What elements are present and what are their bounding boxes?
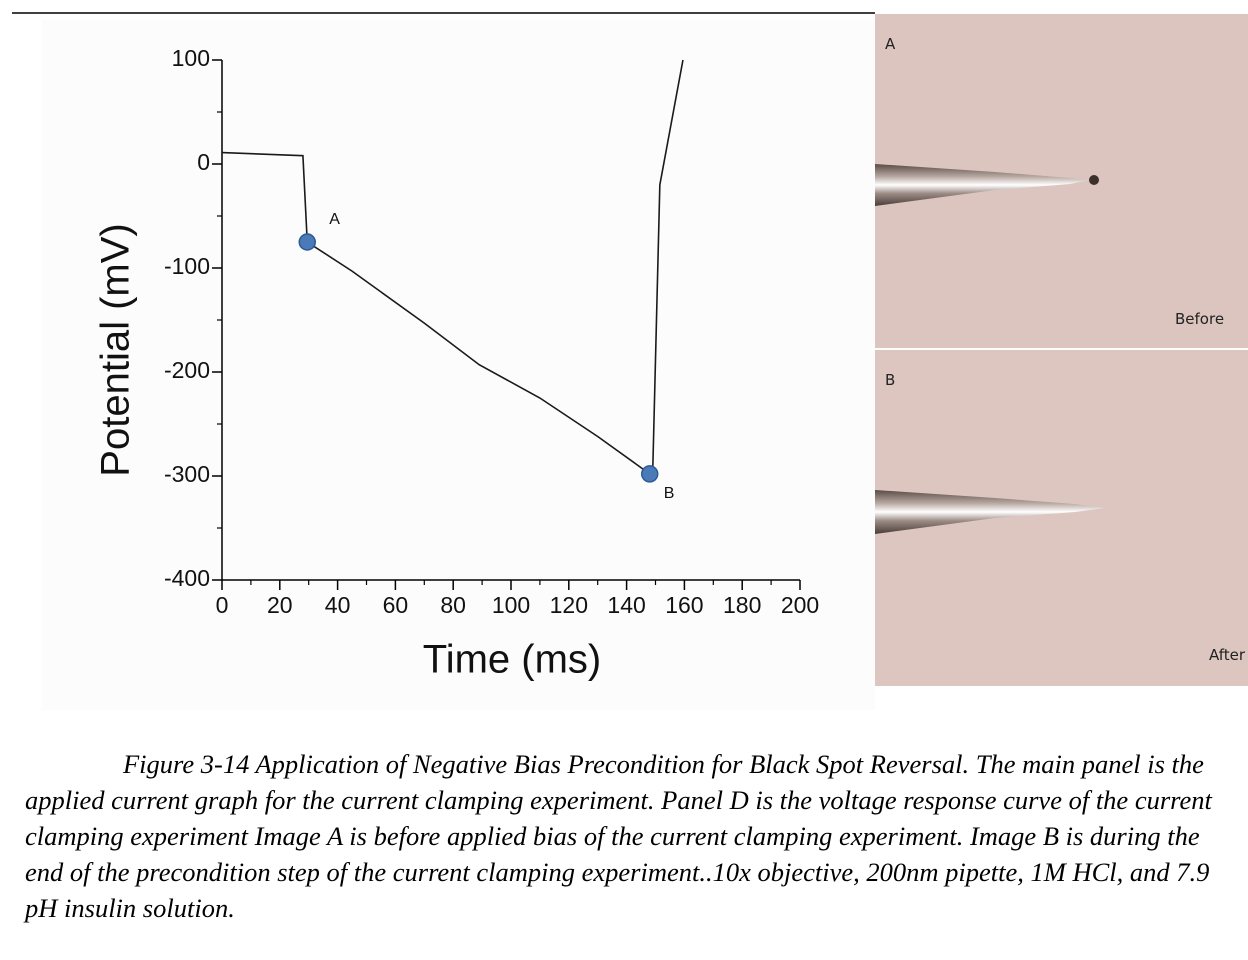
x-tick-label: 180 bbox=[723, 592, 761, 618]
photo-caption: Before bbox=[1175, 310, 1224, 328]
x-tick-label: 60 bbox=[383, 592, 409, 618]
marker bbox=[298, 233, 317, 251]
marker-label: A bbox=[329, 211, 340, 228]
x-tick-label: 0 bbox=[216, 592, 229, 618]
marker bbox=[640, 465, 659, 483]
black-spot bbox=[1089, 175, 1099, 185]
x-axis-label: Time (ms) bbox=[423, 638, 601, 682]
pipette bbox=[875, 164, 1090, 206]
y-tick-label: 100 bbox=[172, 45, 210, 71]
y-tick-label: -300 bbox=[164, 461, 210, 487]
x-tick-label: 40 bbox=[325, 592, 351, 618]
marker-label: B bbox=[664, 485, 675, 502]
x-tick-label: 20 bbox=[267, 592, 293, 618]
figure-caption: Figure 3-14 Application of Negative Bias… bbox=[25, 749, 1212, 923]
y-tick-label: -400 bbox=[164, 565, 210, 591]
x-tick-label: 100 bbox=[492, 592, 530, 618]
photo-caption: After bbox=[1209, 646, 1246, 664]
x-tick-label: 80 bbox=[440, 592, 466, 618]
chart-background bbox=[42, 20, 875, 710]
panel-label: B bbox=[885, 371, 895, 389]
chart: Time (ms) Potential (mV) -400 -300 -200 -10… bbox=[12, 12, 875, 710]
photo-panels: A Before B After bbox=[875, 14, 1248, 686]
x-tick-label: 120 bbox=[550, 592, 588, 618]
x-tick-label: 160 bbox=[665, 592, 703, 618]
pipette bbox=[875, 490, 1105, 534]
y-tick-label: 0 bbox=[197, 149, 210, 175]
y-tick-label: -200 bbox=[164, 357, 210, 383]
y-axis-label: Potential (mV) bbox=[94, 223, 138, 476]
panel-label: A bbox=[885, 35, 896, 53]
data-line bbox=[221, 59, 684, 478]
y-tick-label: -100 bbox=[164, 253, 210, 279]
x-tick-label: 200 bbox=[781, 592, 819, 618]
x-tick-label: 140 bbox=[607, 592, 645, 618]
